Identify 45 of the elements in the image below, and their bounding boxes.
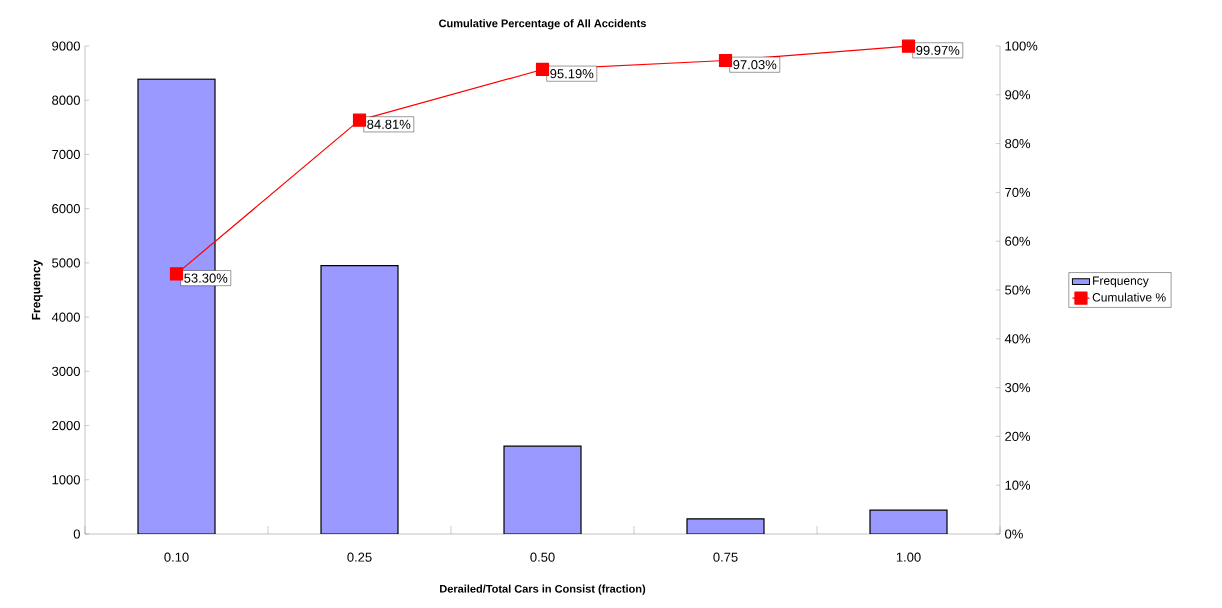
y2-tick-label: 0% [1005,529,1023,539]
y2-tick-label: 80% [1005,138,1031,149]
y-tick-label: 4000 [51,312,80,322]
bar [320,265,399,534]
legend-label: Cumulative % [1092,292,1166,302]
x-tick-label: 0.50 [530,552,555,562]
data-label: 95.19% [550,69,594,79]
y2-tick-label: 10% [1005,480,1031,490]
point [352,113,367,127]
y-tick-label: 7000 [52,149,80,160]
y-tick-label: 6000 [52,204,80,214]
data-label: 99.97% [916,45,960,55]
y-tick-label: 1000 [52,475,80,485]
y2-tick-label: 50% [1005,285,1031,295]
x-tick-label: 1.00 [896,552,921,562]
y2-tick-label: 70% [1005,187,1031,197]
y-tick-label: 8000 [52,95,80,105]
x-axis-title: Derailed/Total Cars in Consist (fraction) [440,584,646,595]
chart-title: Cumulative Percentage of All Accidents [439,19,646,30]
y-tick-label: 0 [73,529,80,539]
y-tick-label: 3000 [52,366,80,376]
bar [686,518,765,534]
y2-tick-label: 30% [1005,382,1031,393]
data-label: 84.81% [367,119,411,129]
y2-tick-label: 40% [1004,334,1031,344]
point [718,53,733,68]
legend-label: Frequency [1093,276,1149,288]
point [901,39,916,53]
y-tick-label: 2000 [52,420,80,431]
y2-tick-label: 90% [1005,90,1031,100]
x-tick-label: 0.10 [164,552,189,562]
x-tick-label: 0.75 [713,552,738,562]
bar [869,509,948,534]
data-label: 97.03% [733,60,777,70]
y-tick-label: 5000 [52,258,80,268]
y-axis-title: Frequency [31,259,43,320]
y2-tick-label: 100% [1005,41,1038,51]
y2-tick-label: 60% [1005,236,1031,246]
point [169,267,184,281]
data-label: 53.30% [184,273,228,283]
x-tick-label: 0.25 [347,552,372,562]
point [535,62,550,77]
y-tick-label: 9000 [52,41,80,51]
bar [503,445,582,534]
y2-tick-label: 20% [1005,431,1031,441]
